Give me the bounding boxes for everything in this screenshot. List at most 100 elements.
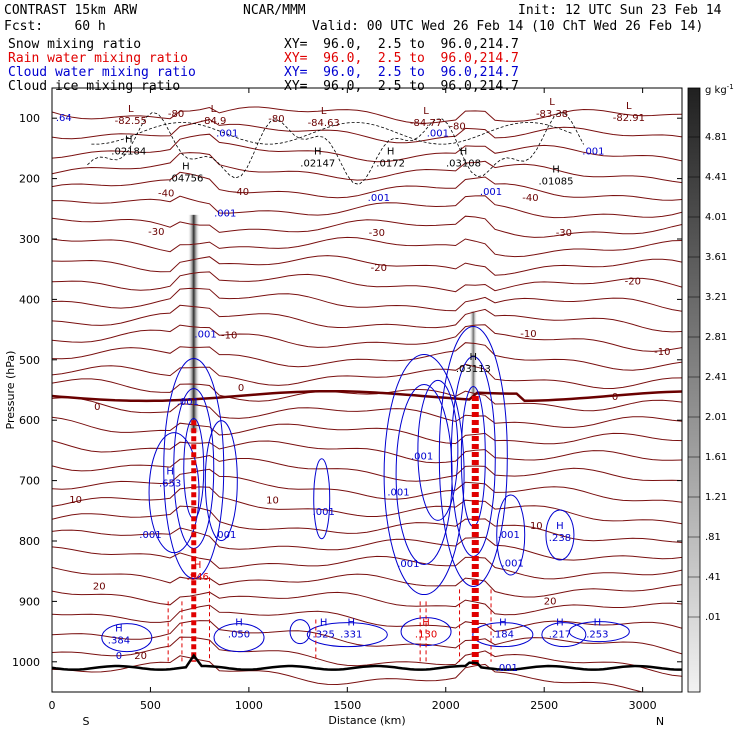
contour-label: .001: [397, 559, 419, 570]
colorbar-unit: g kg-1: [705, 83, 734, 96]
cloud-water-contour: [568, 621, 630, 643]
temperature-label: -80: [449, 122, 465, 133]
extremum-value: .325: [313, 630, 335, 641]
temperature-isotherm: [52, 546, 682, 580]
x-tick-label: 2000: [432, 699, 460, 712]
temperature-isotherm: [52, 255, 682, 276]
legend-rain-xy: XY= 96.0, 2.5 to 96.0,214.7: [284, 51, 519, 66]
colorbar: g kg-1 4.81 4.41 4.01 3.61 3.21 2.81 2.41 2.01 1…: [687, 83, 734, 693]
cloud-ice-contour: [91, 122, 572, 145]
colorbar-ramp: [687, 87, 701, 693]
cloud-water-contour: [306, 622, 388, 648]
extremum-mark: H: [556, 521, 564, 532]
extremum-value: .238: [549, 533, 571, 544]
y-tick-label: 400: [19, 293, 40, 306]
extremum-value: .384: [108, 636, 130, 647]
contour-label: 0: [116, 651, 122, 662]
temperature-isotherm: [52, 195, 682, 219]
temperature-isotherm: [52, 287, 682, 312]
extremum-value: .130: [415, 630, 437, 641]
y-axis-label: Pressure (hPa): [4, 351, 17, 430]
colorbar-label: 4.01: [705, 212, 727, 223]
temperature-isotherm: [52, 378, 682, 412]
colorbar-label: 3.61: [705, 252, 727, 263]
temperature-isotherm: [52, 566, 682, 598]
x-axis-label: Distance (km): [328, 714, 405, 727]
legend-cloud-ice-xy: XY= 96.0, 2.5 to 96.0,214.7: [284, 79, 519, 94]
cloud-water-contour: [472, 622, 534, 648]
extremum-mark: H: [387, 146, 395, 157]
cloud-water-contour: [313, 458, 331, 540]
contour-label: .001: [177, 397, 199, 408]
cloud-water-contour: [417, 379, 459, 521]
temperature-label: 20: [544, 596, 557, 607]
plot-frame: [51, 87, 683, 693]
temperature-label: -20: [625, 276, 641, 287]
colorbar-label: 1.61: [705, 452, 727, 463]
temperature-isotherm: [52, 440, 682, 464]
temperature-isotherm: [52, 527, 682, 561]
temperature-isotherm: [52, 171, 682, 201]
temperature-isotherm: [52, 236, 682, 258]
y-tick-label: 700: [19, 475, 40, 488]
extremum-mark: H: [594, 618, 602, 629]
temperature-label: 0: [94, 402, 100, 413]
temperature-isotherm: [52, 505, 682, 543]
snow-shading-column: [187, 214, 200, 433]
y-tick-label: 1000: [12, 656, 40, 669]
extremum-value: .04756: [168, 174, 203, 185]
contour-label: .001: [214, 530, 236, 541]
temperature-label: 0: [238, 383, 244, 394]
temperature-label: 20: [93, 581, 106, 592]
contour-label: .001: [313, 507, 335, 518]
y-tick-label: 200: [19, 173, 40, 186]
legend-snow-xy: XY= 96.0, 2.5 to 96.0,214.7: [284, 37, 519, 52]
north-label: N: [656, 715, 664, 728]
extremum-value: .653: [159, 479, 181, 490]
contour-label: .001: [387, 488, 409, 499]
extremum-value: -82.55: [115, 116, 147, 127]
extremum-mark: L: [549, 97, 555, 108]
cloud-ice-contour: [87, 111, 584, 185]
contour-label: .001: [411, 451, 433, 462]
x-tick-label: 1500: [333, 699, 361, 712]
colorbar-label: .81: [705, 532, 721, 543]
cloud-water-contour: [383, 354, 465, 596]
temperature-label: 10: [530, 521, 543, 532]
cloud-water-contour: [289, 619, 311, 645]
extremum-value: .03113: [456, 364, 491, 375]
temperature-label: -40: [522, 193, 538, 204]
cloud-water-contour: [545, 509, 575, 561]
temperature-isotherm: [52, 271, 682, 293]
colorbar-label: 2.81: [705, 332, 727, 343]
temperature-isotherm: [52, 106, 682, 124]
colorbar-label: 3.21: [705, 292, 727, 303]
y-tick-label: 600: [19, 414, 40, 427]
extremum-mark: H: [422, 618, 430, 629]
extremum-value: .03108: [446, 158, 481, 169]
extremum-mark: H: [556, 618, 564, 629]
temperature-label: -40: [233, 187, 249, 198]
temperature-label: 10: [266, 496, 279, 507]
legend-cloud-ice-name: Cloud ice mixing ratio: [8, 79, 181, 94]
temperature-isotherm: [52, 604, 682, 633]
contour-label: .001: [427, 128, 449, 139]
temperature-isotherm: [52, 215, 682, 238]
extremum-value: .331: [340, 630, 362, 641]
temperature-isotherm: [52, 486, 682, 525]
temperature-label: -10: [654, 347, 670, 358]
x-tick-label: 1000: [235, 699, 263, 712]
temperature-isotherm: [52, 620, 682, 655]
temperature-label: -80: [168, 109, 184, 120]
legend-snow-name: Snow mixing ratio: [8, 37, 142, 52]
contour-label: .001: [368, 193, 390, 204]
extremum-value: -84.63: [308, 118, 340, 129]
cloud-water-contour: [163, 358, 225, 580]
extremum-value: .02147: [300, 158, 335, 169]
contour-label: .001: [480, 187, 502, 198]
extremum-mark: L: [321, 106, 327, 117]
cloud-water-contour: [395, 384, 453, 566]
contour-label: .001: [498, 530, 520, 541]
